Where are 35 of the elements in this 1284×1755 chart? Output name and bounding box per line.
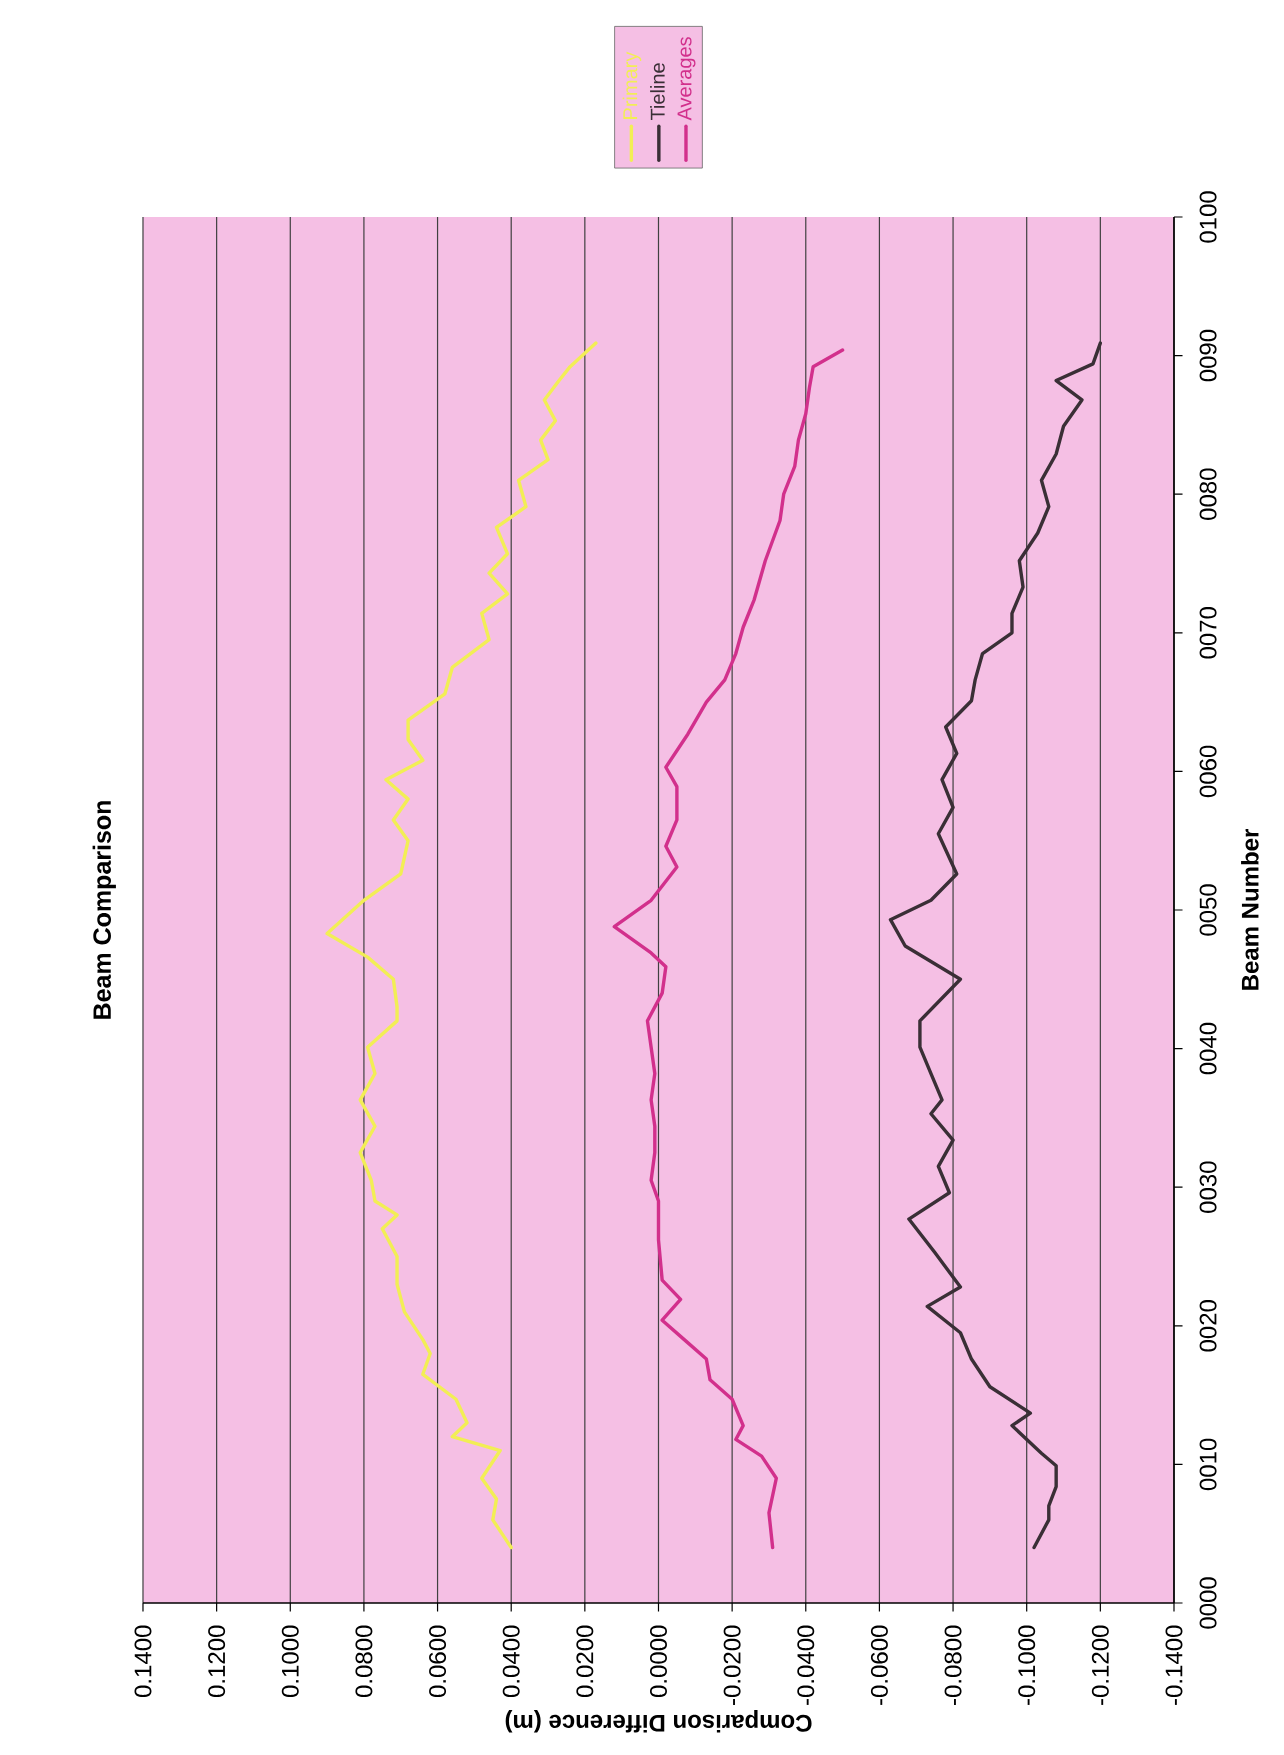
x-tick-label: -0.1000 [1018,1625,1036,1705]
y-tick-label: 0040 [1199,1022,1217,1075]
y-tick-label: 0000 [1199,1577,1217,1629]
y-tick-label: 0050 [1199,884,1217,936]
y-tick-label: 0010 [1199,1438,1217,1491]
x-tick-label: 0.0600 [429,1625,447,1698]
x-tick-label: -0.0600 [870,1625,888,1705]
x-tick-label: -0.0400 [797,1625,815,1705]
x-tick-label: 0.1000 [281,1625,299,1698]
x-axis-title: Comparison Difference (m) [505,1710,812,1733]
x-tick-label: 0.1400 [134,1625,152,1698]
text: Averages [677,37,696,121]
x-tick-label: 0.0400 [502,1625,520,1698]
y-tick-label: 0090 [1199,329,1217,382]
x-tick-label: -0.0800 [944,1625,962,1705]
x-tick-label: -0.1400 [1165,1625,1183,1705]
text: Beam Comparison [92,801,116,1019]
y-tick-label: 0070 [1199,607,1217,659]
y-tick-label: 0060 [1199,745,1217,798]
line-series [888,341,1103,1550]
y-tick-label: 0100 [1199,191,1217,243]
line-series [325,341,598,1550]
x-tick-label: 0.0200 [576,1625,594,1698]
x-tick-label: -0.0200 [723,1625,741,1705]
y-tick-label: 0020 [1199,1300,1217,1352]
x-tick-label: -0.1200 [1091,1625,1109,1705]
y-tick-label: 0080 [1199,468,1217,520]
y-tick-label: 0030 [1199,1161,1217,1213]
x-tick-label: 0.1200 [208,1625,226,1698]
x-tick-label: 0.0000 [650,1625,667,1698]
y-axis-title: Beam Number [1241,829,1259,990]
x-tick-label: 0.0800 [355,1625,373,1698]
text: Primary [622,51,642,119]
line-series [612,348,845,1550]
text: Tieline [650,63,665,121]
